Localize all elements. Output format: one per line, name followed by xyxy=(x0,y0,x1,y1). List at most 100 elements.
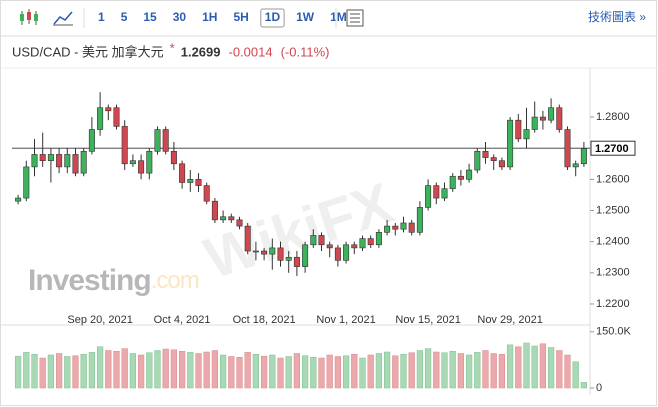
volume-bar xyxy=(457,353,465,389)
x-tick-label: Nov 29, 2021 xyxy=(477,314,542,326)
volume-bar xyxy=(64,356,71,389)
candle-body xyxy=(523,129,530,140)
candle-icon[interactable] xyxy=(20,9,38,25)
interval-button[interactable]: 1H xyxy=(202,10,217,24)
price-tag xyxy=(590,140,636,156)
volume-bar xyxy=(392,355,399,389)
candle-body xyxy=(105,107,112,112)
volume-bar xyxy=(474,352,481,389)
candle-body xyxy=(433,185,440,199)
volume-bar xyxy=(285,356,292,389)
volume-bar xyxy=(334,356,342,389)
candle-body xyxy=(277,247,284,261)
volume-bar xyxy=(244,352,251,389)
interval-button[interactable]: 5 xyxy=(121,10,128,24)
volume-bar xyxy=(351,354,358,389)
candle-body xyxy=(580,148,587,165)
volume-bar xyxy=(72,355,79,389)
interval-button[interactable]: 15 xyxy=(143,10,157,24)
settings-icon[interactable] xyxy=(346,9,364,27)
volume-bar xyxy=(482,350,489,389)
volume-bar xyxy=(310,357,317,389)
candle-body xyxy=(351,244,358,249)
candle-body xyxy=(556,107,563,130)
volume-bar xyxy=(490,353,497,389)
volume-bar xyxy=(465,354,473,389)
candle-body xyxy=(367,238,374,246)
candle-body xyxy=(457,175,464,180)
interval-button[interactable]: 30 xyxy=(173,10,187,24)
selected-box xyxy=(260,8,285,28)
candle-body xyxy=(507,119,514,168)
volume-bar xyxy=(252,354,260,389)
candle-body xyxy=(449,175,456,190)
candle-body xyxy=(384,225,391,233)
candle-body xyxy=(252,250,259,253)
candle-body xyxy=(97,107,104,130)
candle-body xyxy=(236,219,243,227)
star[interactable]: * xyxy=(170,40,175,55)
candle-body xyxy=(531,116,538,130)
volume-bar xyxy=(31,354,38,389)
volume-bar xyxy=(23,352,30,389)
candle-body xyxy=(187,179,194,183)
candle-body xyxy=(466,169,473,180)
candle-body xyxy=(572,163,579,168)
volume-bar xyxy=(416,350,424,389)
y-tick-label: 1.2300 xyxy=(596,267,630,279)
x-tick-label: Oct 18, 2021 xyxy=(233,314,296,326)
volume-bar xyxy=(236,357,243,389)
volume-bar xyxy=(498,354,506,389)
volume-bar xyxy=(547,347,555,389)
candle-body xyxy=(179,163,186,183)
candle-body xyxy=(203,185,210,202)
price-tag-label: 1.2700 xyxy=(595,143,629,155)
volume-bar xyxy=(137,354,145,389)
x-tick-label: Oct 4, 2021 xyxy=(154,314,211,326)
advanced-chart-link[interactable]: 技術圖表 » xyxy=(588,10,646,24)
interval-button[interactable]: 1M xyxy=(330,10,347,24)
candle-body xyxy=(220,216,227,221)
volume-bar xyxy=(211,350,219,389)
candle-body xyxy=(548,107,555,121)
volume-bar xyxy=(367,354,374,389)
candle-body xyxy=(425,185,432,208)
volume-bar xyxy=(277,357,284,389)
candle-body xyxy=(121,126,128,165)
candle-body xyxy=(408,222,415,233)
candle-body xyxy=(138,160,145,174)
interval-button[interactable]: 5H xyxy=(233,10,248,24)
candle-body xyxy=(88,129,95,152)
interval-button[interactable]: 1W xyxy=(296,10,315,24)
y2-tick-label: 150.0K xyxy=(596,326,632,338)
x-tick-label: Sep 20, 2021 xyxy=(67,314,132,326)
volume-bar xyxy=(293,353,301,389)
volume-bar xyxy=(269,354,276,389)
candle-body xyxy=(416,207,423,233)
interval-button[interactable]: 1D xyxy=(265,10,281,24)
volume-bar xyxy=(506,344,514,389)
volume-bar xyxy=(47,354,55,389)
volume-bar xyxy=(400,354,407,389)
y2-tick-label: 0 xyxy=(596,382,602,394)
y-tick-label: 1.2200 xyxy=(596,298,630,310)
candle-body xyxy=(261,250,268,255)
volume-bar xyxy=(105,350,112,389)
y-tick-label: 1.2400 xyxy=(596,236,630,248)
candle-body xyxy=(293,256,300,267)
volume-bar xyxy=(433,351,440,389)
line-icon[interactable] xyxy=(53,11,73,26)
volume-bar xyxy=(449,351,456,389)
interval-button[interactable]: 1 xyxy=(98,10,105,24)
candle-body xyxy=(72,154,79,174)
volume-bar xyxy=(531,345,538,389)
volume-bar xyxy=(318,357,325,389)
candle-body xyxy=(56,154,63,168)
volume-bar xyxy=(408,352,415,389)
brand-watermark: Investing.com xyxy=(28,264,199,297)
volume-bar xyxy=(146,352,153,389)
candle-body xyxy=(113,107,120,127)
volume-bar xyxy=(301,355,309,389)
volume-bar xyxy=(195,353,202,389)
